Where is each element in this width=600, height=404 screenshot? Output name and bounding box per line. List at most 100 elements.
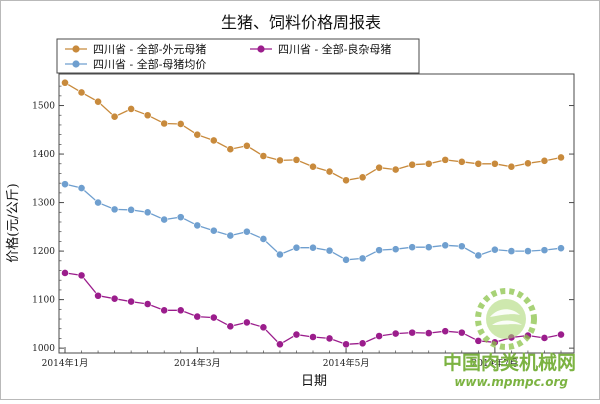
data-point xyxy=(61,269,69,277)
data-point xyxy=(391,245,400,254)
y-tick-label: 1400 xyxy=(32,150,55,160)
data-point xyxy=(358,339,367,348)
data-point xyxy=(276,250,284,259)
data-point xyxy=(457,157,466,166)
series-group xyxy=(61,180,565,264)
legend-label: 四川省 - 全部-母猪均价 xyxy=(93,57,206,71)
data-point xyxy=(77,88,86,97)
legend-box xyxy=(56,38,420,74)
x-tick-label: 2014年1月 xyxy=(42,357,89,369)
data-point xyxy=(143,300,152,308)
data-point xyxy=(408,160,417,169)
data-point xyxy=(292,243,301,252)
data-point xyxy=(160,306,169,315)
data-point xyxy=(242,227,251,236)
y-tick-label: 1200 xyxy=(32,247,55,257)
data-point xyxy=(524,159,532,168)
data-point xyxy=(193,221,202,230)
plot-area: 1000 1100 1200 1300 1400 1500 2014年1月 2014年3月 20… xyxy=(32,73,575,369)
data-point xyxy=(61,180,69,189)
data-point xyxy=(457,328,466,337)
data-point xyxy=(61,78,69,87)
data-point xyxy=(110,205,119,214)
data-point xyxy=(408,243,417,252)
data-point xyxy=(424,329,433,338)
data-point xyxy=(342,340,350,349)
data-point xyxy=(160,119,169,128)
series-group xyxy=(61,269,565,349)
data-point xyxy=(276,156,284,165)
legend-item: 四川省 - 全部-外元母猪 xyxy=(65,42,206,56)
data-point xyxy=(375,246,384,255)
data-point xyxy=(557,244,565,253)
data-point xyxy=(474,336,483,345)
data-point xyxy=(557,330,565,339)
y-tick-label: 1100 xyxy=(32,296,55,306)
data-point xyxy=(325,334,334,343)
data-point xyxy=(292,155,301,164)
legend-item: 四川省 - 全部-良杂母猪 xyxy=(250,42,391,56)
data-point xyxy=(408,328,417,337)
data-point xyxy=(490,159,499,168)
data-point xyxy=(524,247,532,256)
x-axis-label: 日期 xyxy=(301,374,327,389)
data-point xyxy=(441,155,450,164)
data-point xyxy=(127,297,136,306)
data-point xyxy=(474,159,483,168)
data-point xyxy=(94,198,102,207)
data-point xyxy=(276,340,284,349)
data-point xyxy=(259,152,268,160)
data-point xyxy=(176,120,185,128)
data-point xyxy=(325,167,334,176)
data-point xyxy=(77,184,86,192)
y-tick-label: 1500 xyxy=(32,102,55,112)
data-point xyxy=(94,97,102,106)
data-point xyxy=(490,245,499,254)
data-point xyxy=(259,323,268,332)
data-point xyxy=(441,327,450,336)
data-point xyxy=(342,176,350,185)
data-point xyxy=(507,247,516,256)
data-point xyxy=(77,271,86,280)
data-point xyxy=(474,251,483,260)
data-point xyxy=(424,243,433,252)
watermark-gear-logo xyxy=(475,288,537,350)
data-point xyxy=(143,111,152,120)
data-point xyxy=(309,162,317,171)
data-point xyxy=(375,332,384,340)
x-tick-label: 2014年7月 xyxy=(472,357,519,369)
legend-label: 四川省 - 全部-良杂母猪 xyxy=(278,42,391,56)
data-point xyxy=(242,318,251,327)
data-point xyxy=(209,136,218,145)
data-point xyxy=(176,306,185,315)
data-point xyxy=(424,159,433,168)
data-point xyxy=(259,235,268,243)
data-point xyxy=(391,165,400,174)
data-point xyxy=(342,255,350,264)
data-point xyxy=(309,333,317,341)
watermark-url: www.mpmpc.org xyxy=(454,375,568,389)
series-group xyxy=(61,78,565,185)
data-point xyxy=(358,173,367,182)
data-point xyxy=(226,322,235,331)
data-point xyxy=(94,291,102,300)
data-point xyxy=(540,156,549,165)
legend-swatch-marker xyxy=(72,60,80,68)
legend-swatch-marker xyxy=(72,45,80,53)
data-point xyxy=(127,205,136,214)
data-point xyxy=(226,145,235,154)
x-tick-label: 2014年3月 xyxy=(174,357,221,369)
data-point xyxy=(292,330,301,339)
data-point xyxy=(110,294,119,303)
data-point xyxy=(441,241,450,250)
data-point xyxy=(391,329,400,338)
y-tick-label: 1000 xyxy=(32,344,55,354)
data-point xyxy=(507,162,516,171)
data-point xyxy=(209,313,218,322)
watermark: 中国肉类机械网 www.mpmpc.org xyxy=(443,288,576,389)
legend-label: 四川省 - 全部-外元母猪 xyxy=(93,42,206,56)
data-point xyxy=(193,130,202,139)
